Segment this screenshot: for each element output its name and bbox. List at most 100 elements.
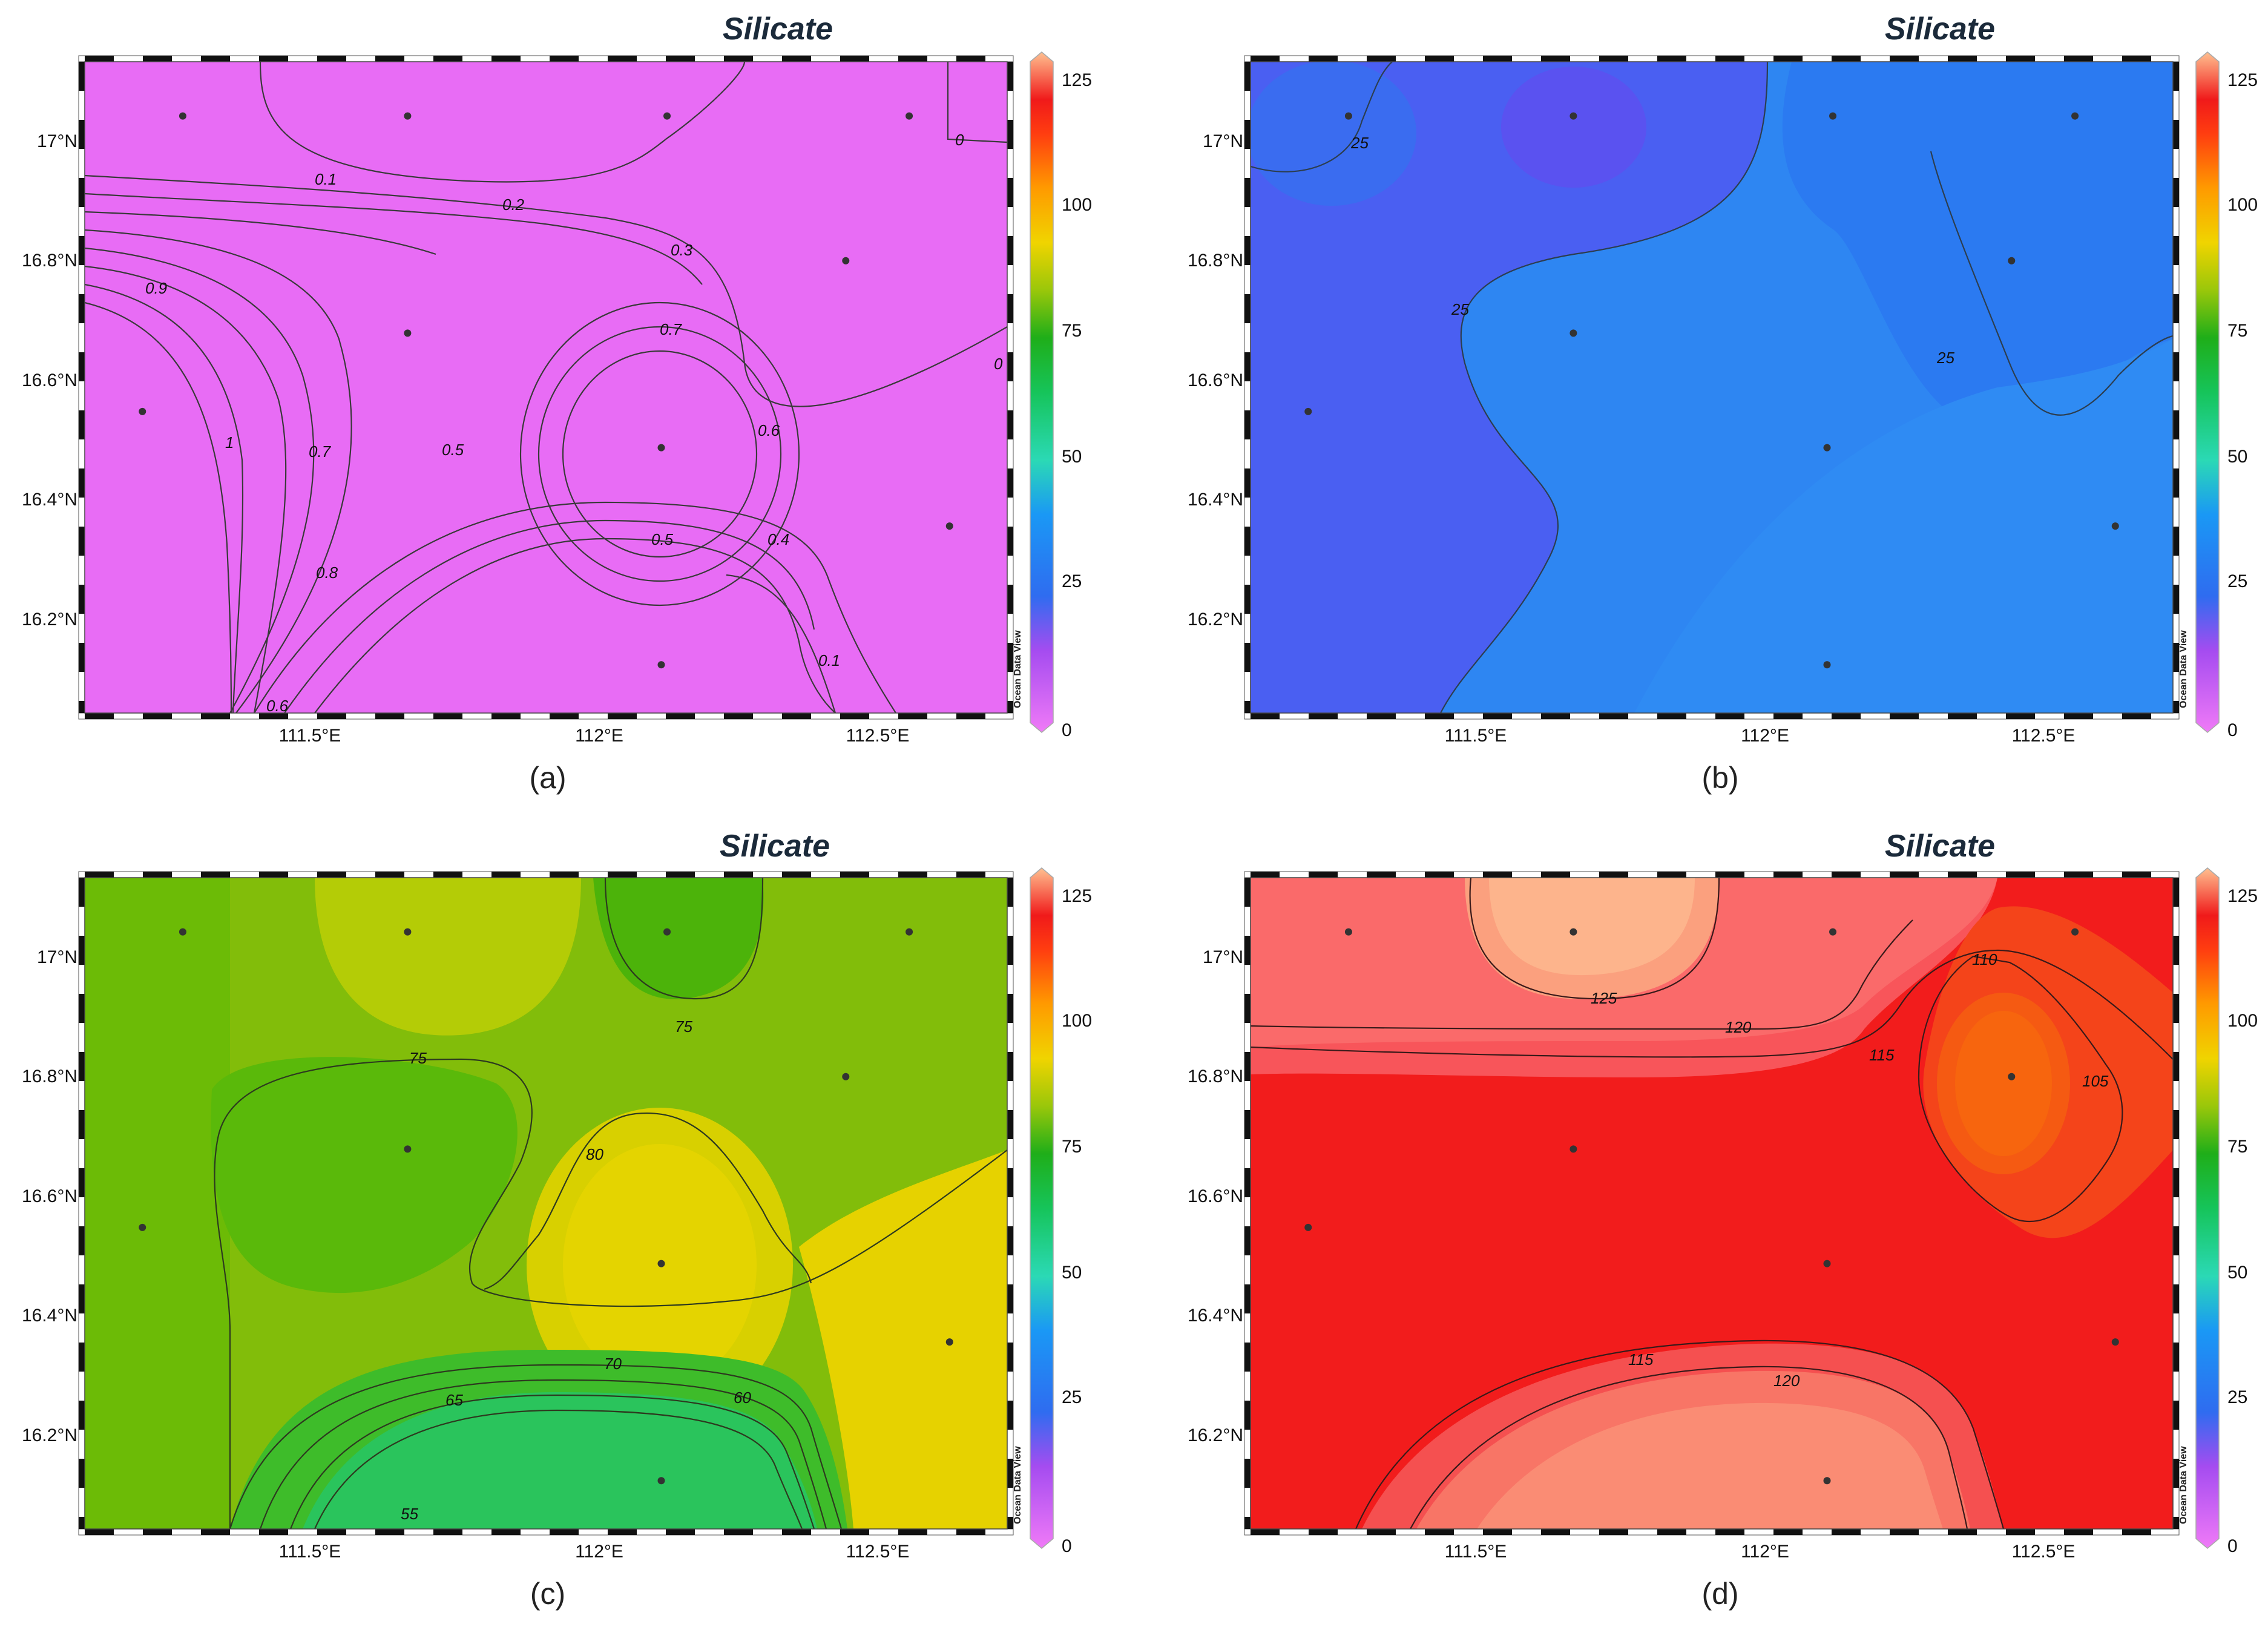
panel-c-colorbar: 125 100 75 50 25 0 — [1030, 867, 1092, 1556]
panel-b-caption: (b) — [1701, 761, 1738, 795]
panel-a-stations — [139, 112, 953, 669]
station-marker — [1823, 1260, 1831, 1267]
panel-c-frame — [78, 871, 1014, 1536]
y-tick-label: 16.8°N — [22, 1067, 77, 1086]
panel-c-stations — [139, 928, 953, 1485]
y-tick-label: 16.8°N — [22, 251, 77, 271]
station-marker — [2111, 522, 2119, 530]
colorbar-tick-label: 50 — [2227, 1263, 2247, 1283]
colorbar-tick-label: 100 — [2227, 195, 2258, 215]
colorbar-tick-label: 50 — [1062, 1263, 1082, 1283]
contour-label: 60 — [734, 1389, 751, 1407]
station-marker — [1344, 928, 1352, 936]
panel-b-contours — [1251, 62, 2173, 713]
station-marker — [1823, 661, 1831, 669]
x-tick-label: 111.5°E — [279, 1542, 341, 1562]
station-marker — [1304, 1223, 1312, 1231]
station-marker — [1570, 928, 1577, 936]
watermark: Ocean Data View — [1013, 1446, 1023, 1524]
station-marker — [2111, 1338, 2119, 1346]
panel-a-y-ticks: 17°N 16.8°N 16.6°N 16.4°N 16.2°N — [22, 131, 77, 629]
y-tick-label: 16.4°N — [1188, 490, 1243, 510]
y-tick-label: 16.6°N — [22, 1186, 77, 1206]
panel-c-y-ticks: 17°N 16.8°N 16.6°N 16.4°N 16.2°N — [22, 947, 77, 1445]
station-marker — [1823, 1477, 1831, 1485]
colorbar-tick-label: 0 — [1062, 720, 1072, 740]
station-marker — [1829, 928, 1837, 936]
contour-label: 0.3 — [671, 241, 693, 259]
contour-label: 75 — [675, 1017, 692, 1036]
station-marker — [1570, 112, 1577, 120]
station-marker — [663, 928, 671, 936]
panel-d-fill — [1251, 878, 2173, 1529]
contour-label: 0.9 — [145, 279, 167, 297]
panel-c-contour-labels: 75 75 80 70 65 60 55 — [401, 1017, 751, 1523]
contour-label: 120 — [1725, 1018, 1752, 1036]
y-tick-label: 17°N — [1203, 131, 1243, 151]
colorbar-tick-label: 50 — [1062, 447, 1082, 467]
panel-a: Silicate 0 0.1 0.2 0.3 0.9 — [22, 12, 1092, 795]
station-marker — [1304, 407, 1312, 415]
station-marker — [657, 1260, 665, 1267]
contour-label: 0.1 — [315, 170, 337, 188]
y-tick-label: 16.2°N — [1188, 610, 1243, 629]
station-marker — [2071, 112, 2079, 120]
panel-c: Silicate 75 75 80 70 — [22, 829, 1092, 1611]
station-marker — [404, 112, 412, 120]
y-tick-label: 16.2°N — [1188, 1425, 1243, 1445]
contour-label: 55 — [401, 1505, 418, 1523]
panel-a-contours — [85, 62, 1007, 713]
station-marker — [139, 407, 146, 415]
contour-label: 75 — [409, 1049, 427, 1067]
y-tick-label: 16.2°N — [22, 1425, 77, 1445]
station-marker — [663, 112, 671, 120]
x-tick-label: 112.5°E — [846, 726, 910, 746]
y-tick-label: 16.4°N — [1188, 1306, 1243, 1326]
contour-label: 0.6 — [758, 421, 780, 439]
contour-label: 0 — [994, 355, 1003, 373]
panel-b-colorbar: 125 100 75 50 25 0 — [2195, 51, 2258, 740]
panel-c-x-ticks: 111.5°E 112°E 112.5°E — [279, 1542, 910, 1562]
station-marker — [2008, 1073, 2016, 1080]
panel-c-caption: (c) — [530, 1577, 565, 1611]
colorbar-tick-label: 100 — [2227, 1011, 2258, 1031]
station-marker — [657, 444, 665, 452]
y-tick-label: 16.4°N — [22, 1306, 77, 1326]
panel-a-contour-labels: 0 0.1 0.2 0.3 0.9 0.7 1 0.7 0.5 0.6 0.5 … — [145, 131, 1003, 715]
contour-label: 0.5 — [651, 530, 674, 548]
panel-d-title: Silicate — [1885, 829, 1995, 864]
station-marker — [657, 1477, 665, 1485]
contour-label: 0 — [955, 131, 964, 149]
station-marker — [2008, 257, 2016, 265]
contour-label: 105 — [2082, 1072, 2109, 1090]
station-marker — [657, 661, 665, 669]
y-tick-label: 17°N — [1203, 947, 1243, 967]
colorbar-tick-label: 25 — [2227, 1387, 2247, 1407]
watermark: Ocean Data View — [1013, 630, 1023, 708]
station-marker — [2071, 928, 2079, 936]
contour-label: 65 — [445, 1391, 463, 1409]
contour-label: 0.5 — [442, 441, 464, 459]
x-tick-label: 112.5°E — [2012, 726, 2076, 746]
station-marker — [906, 112, 913, 120]
x-tick-label: 111.5°E — [1445, 726, 1507, 746]
panel-d: Silicate 110 125 120 115 105 — [1188, 829, 2258, 1611]
contour-label: 0.4 — [768, 530, 789, 548]
station-marker — [404, 928, 412, 936]
colorbar-tick-label: 25 — [2227, 571, 2247, 591]
station-marker — [1570, 1145, 1577, 1153]
colorbar-tick-label: 0 — [2227, 720, 2238, 740]
station-marker — [179, 928, 186, 936]
panel-b-title: Silicate — [1885, 12, 1995, 47]
colorbar-tick-label: 25 — [1062, 1387, 1082, 1407]
station-marker — [139, 1223, 146, 1231]
station-marker — [1829, 112, 1837, 120]
y-tick-label: 17°N — [37, 947, 77, 967]
panel-d-y-ticks: 17°N 16.8°N 16.6°N 16.4°N 16.2°N — [1188, 947, 1243, 1445]
contour-label: 1 — [225, 433, 234, 452]
contour-label: 110 — [1972, 950, 1997, 968]
colorbar-tick-label: 50 — [2227, 447, 2247, 467]
station-marker — [945, 522, 953, 530]
panel-b-fill — [1251, 62, 2173, 713]
